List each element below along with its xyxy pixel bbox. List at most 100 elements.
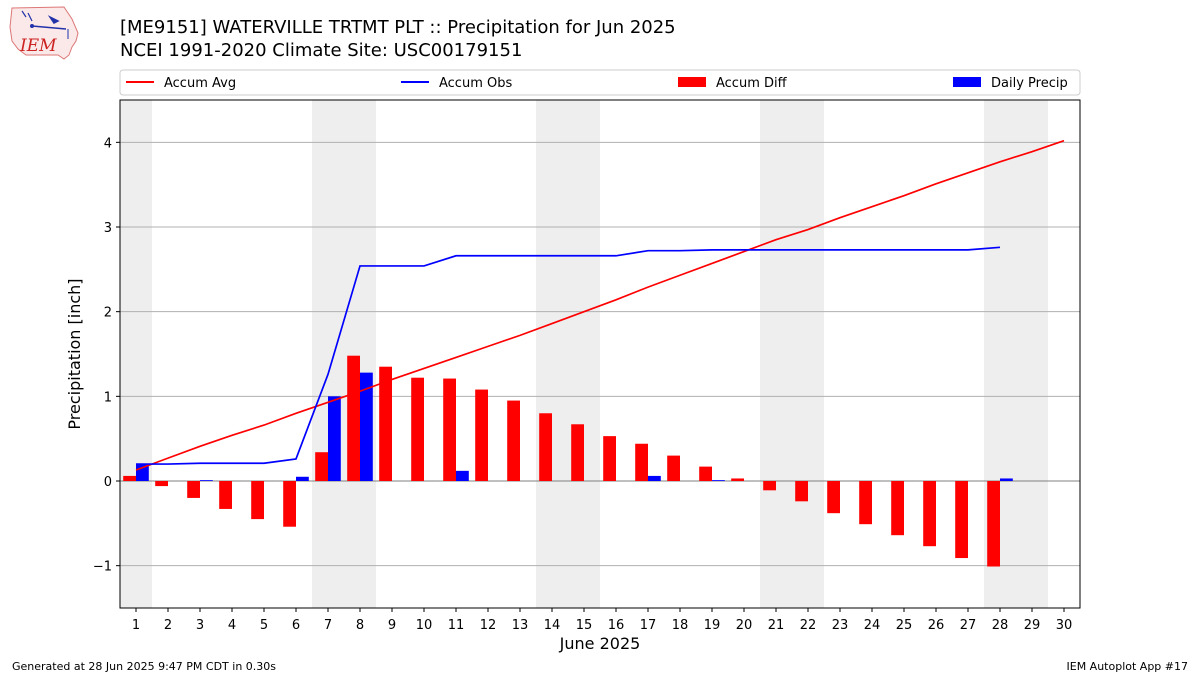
bars bbox=[123, 355, 1013, 567]
accum-diff-bar bbox=[795, 481, 808, 502]
x-tick-label: 14 bbox=[544, 618, 561, 633]
daily-precip-bar bbox=[296, 476, 309, 481]
x-tick-label: 20 bbox=[736, 618, 753, 633]
accum-diff-bar bbox=[891, 481, 904, 536]
accum-diff-bar bbox=[827, 481, 840, 514]
daily-precip-bar bbox=[456, 470, 469, 481]
x-tick-label: 29 bbox=[1024, 618, 1041, 633]
legend-box bbox=[119, 69, 1081, 96]
x-tick-label: 6 bbox=[292, 618, 300, 633]
accum-diff-bar bbox=[443, 378, 456, 481]
x-tick-label: 23 bbox=[832, 618, 849, 633]
plot-frame bbox=[119, 99, 1081, 609]
x-tick-label: 9 bbox=[388, 618, 396, 633]
x-tick-label: 30 bbox=[1056, 618, 1073, 633]
x-ticks: 1 2 3 4 5 6 7 8 9 10 11 12 13 14 15 16 17 18 19 20 21 22 23 24 2… bbox=[132, 608, 1072, 633]
legend-label: Accum Diff bbox=[716, 76, 788, 91]
x-tick-label: 5 bbox=[260, 618, 268, 633]
legend-label: Accum Obs bbox=[439, 76, 512, 91]
chart-title: [ME9151] WATERVILLE TRTMT PLT :: Precipi… bbox=[120, 17, 676, 38]
accum-diff-bar bbox=[603, 436, 616, 481]
legend-accum-diff: Accum Diff bbox=[678, 76, 788, 91]
legend-patch-swatch bbox=[678, 77, 706, 87]
accum-diff-bar bbox=[571, 424, 584, 481]
logo-wind-icon bbox=[21, 10, 33, 22]
accum-diff-bar bbox=[123, 475, 136, 481]
daily-precip-bar bbox=[200, 480, 213, 481]
x-tick-label: 10 bbox=[416, 618, 433, 633]
weekend-band bbox=[120, 100, 152, 608]
accum-diff-bar bbox=[635, 443, 648, 481]
x-tick-label: 12 bbox=[480, 618, 497, 633]
x-tick-label: 17 bbox=[640, 618, 657, 633]
daily-precip-bar bbox=[328, 396, 341, 481]
daily-precip-bar bbox=[360, 372, 373, 481]
accum-diff-bar bbox=[283, 481, 296, 527]
legend-daily-precip: Daily Precip bbox=[953, 76, 1068, 91]
legend-patch-swatch bbox=[953, 77, 981, 87]
x-axis-label: June 2025 bbox=[559, 634, 641, 653]
x-tick-label: 18 bbox=[672, 618, 689, 633]
x-tick-label: 13 bbox=[512, 618, 529, 633]
accum-diff-bar bbox=[411, 377, 424, 481]
series-lines bbox=[135, 139, 1065, 471]
chart-subtitle: NCEI 1991-2020 Climate Site: USC00179151 bbox=[120, 40, 523, 61]
x-tick-label: 4 bbox=[228, 618, 236, 633]
weekend-bands bbox=[120, 100, 1048, 608]
accum-diff-bar bbox=[987, 481, 1000, 567]
accum-diff-bar bbox=[699, 466, 712, 481]
daily-precip-bar bbox=[648, 475, 661, 481]
legend-accum-avg: Accum Avg bbox=[126, 76, 236, 91]
accum-diff-bar bbox=[923, 481, 936, 547]
accum-diff-bar bbox=[731, 478, 744, 481]
accum-diff-bar bbox=[539, 413, 552, 481]
daily-precip-bar bbox=[712, 480, 725, 481]
accum-diff-bar bbox=[955, 481, 968, 559]
accum-diff-bar bbox=[667, 455, 680, 481]
legend: Accum Avg Accum Obs Accum Diff Daily Precip bbox=[119, 69, 1081, 96]
y-axis-label: Precipitation [inch] bbox=[65, 278, 84, 429]
x-tick-label: 22 bbox=[800, 618, 817, 633]
accum-diff-bar bbox=[763, 481, 776, 491]
y-tick-label: −1 bbox=[93, 560, 112, 575]
y-tick-label: 4 bbox=[104, 136, 112, 151]
iem-logo: IEM bbox=[9, 6, 79, 60]
x-tick-label: 21 bbox=[768, 618, 785, 633]
x-tick-label: 26 bbox=[928, 618, 945, 633]
x-tick-label: 2 bbox=[164, 618, 172, 633]
x-tick-label: 1 bbox=[132, 618, 140, 633]
accum-diff-bar bbox=[315, 452, 328, 481]
x-tick-label: 27 bbox=[960, 618, 977, 633]
y-tick-label: 3 bbox=[104, 221, 112, 236]
x-tick-label: 7 bbox=[324, 618, 332, 633]
weekend-band bbox=[760, 100, 824, 608]
daily-precip-bar bbox=[1000, 478, 1013, 481]
weekend-band bbox=[536, 100, 600, 608]
x-tick-label: 19 bbox=[704, 618, 721, 633]
legend-label: Daily Precip bbox=[991, 76, 1068, 91]
accum-diff-bar bbox=[475, 389, 488, 481]
logo-state-outline bbox=[9, 6, 79, 60]
x-tick-label: 28 bbox=[992, 618, 1009, 633]
y-tick-label: 0 bbox=[104, 475, 112, 490]
legend-accum-obs: Accum Obs bbox=[401, 76, 512, 91]
accum-diff-bar bbox=[251, 481, 264, 520]
x-tick-label: 25 bbox=[896, 618, 913, 633]
footer-app: IEM Autoplot App #17 bbox=[1066, 660, 1189, 673]
accum-diff-bar bbox=[347, 355, 360, 481]
x-tick-label: 11 bbox=[448, 618, 465, 633]
legend-label: Accum Avg bbox=[164, 76, 236, 91]
weekend-band bbox=[312, 100, 376, 608]
x-tick-label: 3 bbox=[196, 618, 204, 633]
footer-generated: Generated at 28 Jun 2025 9:47 PM CDT in … bbox=[12, 660, 277, 673]
gridlines bbox=[120, 141, 1080, 567]
accum-diff-bar bbox=[507, 400, 520, 481]
logo-text: IEM bbox=[19, 36, 57, 56]
y-tick-label: 1 bbox=[104, 390, 112, 405]
accum-diff-bar bbox=[155, 481, 168, 487]
accum-diff-bar bbox=[187, 481, 200, 498]
x-tick-label: 16 bbox=[608, 618, 625, 633]
y-ticks: −1 0 1 2 3 4 bbox=[93, 136, 120, 575]
accum-diff-bar bbox=[219, 481, 232, 509]
